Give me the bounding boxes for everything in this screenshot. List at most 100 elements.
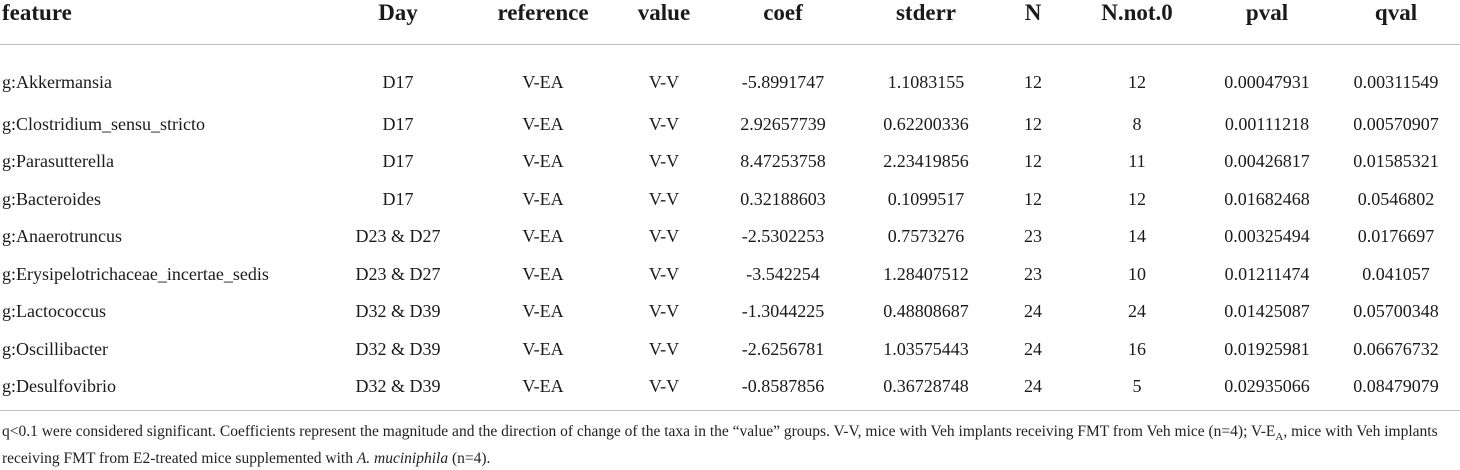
- cell-n-not-0: 12: [1128, 72, 1146, 92]
- cell-reference: V-EA: [522, 72, 564, 92]
- cell-n-not-0: 24: [1128, 301, 1146, 322]
- cell-day: D17: [382, 72, 414, 92]
- cell-stderr: 0.48808687: [883, 301, 969, 322]
- cell-reference: V-EA: [522, 113, 564, 134]
- cell-value: V-V: [648, 113, 680, 134]
- table-header: feature Day reference value coef stderr …: [0, 0, 1460, 45]
- cell-n-not-0: 14: [1128, 226, 1146, 247]
- cell-pval: 0.00426817: [1224, 151, 1310, 172]
- cell-stderr: 2.23419856: [883, 151, 969, 172]
- cell-stderr: 1.03575443: [883, 338, 969, 359]
- cell-n-not-0: 5: [1132, 376, 1142, 397]
- cell-reference: V-EA: [522, 301, 564, 322]
- header-stderr: stderr: [858, 0, 994, 45]
- cell-n: 12: [1024, 188, 1042, 209]
- cell-value: V-V: [648, 263, 680, 284]
- table-row: g:Erysipelotrichaceae_incertae_sedis D23 …: [0, 255, 1460, 293]
- cell-coef: -2.5302253: [741, 226, 825, 247]
- footnote-species-italic: A. muciniphila: [356, 450, 449, 468]
- cell-n-not-0: 16: [1128, 338, 1146, 359]
- table-row: g:Anaerotruncus D23 & D27 V-EA V-V -2.530225…: [0, 218, 1460, 256]
- header-coef: coef: [708, 0, 858, 45]
- cell-qval: 0.06676732: [1353, 338, 1439, 359]
- cell-coef: 0.32188603: [740, 188, 826, 209]
- results-table: feature Day reference value coef stderr …: [0, 0, 1460, 414]
- cell-qval: 0.0546802: [1357, 188, 1435, 209]
- table-body: g:Akkermansia D17 V-EA V-V -5.8991747 1.10831…: [0, 45, 1460, 414]
- header-n-not-0: N.not.0: [1072, 0, 1202, 45]
- table-row: g:Clostridium_sensu_stricto D17 V-EA V-V 2.9…: [0, 105, 1460, 143]
- table-row: g:Oscillibacter D32 & D39 V-EA V-V -2.625678…: [0, 330, 1460, 368]
- cell-stderr: 0.36728748: [883, 376, 969, 397]
- cell-day: D23 & D27: [355, 263, 441, 284]
- cell-value: V-V: [648, 301, 680, 322]
- header-value: value: [620, 0, 708, 45]
- header-qval: qval: [1332, 0, 1460, 45]
- cell-coef: -2.6256781: [741, 338, 825, 359]
- cell-feature: g:Bacteroides: [2, 188, 101, 209]
- cell-n: 23: [1024, 263, 1042, 284]
- footnote-text-2: , mice with Veh implants receiving FMT f…: [2, 423, 1438, 468]
- header-reference: reference: [466, 0, 620, 45]
- table-row: g:Parasutterella D17 V-EA V-V 8.47253758 2.23…: [0, 143, 1460, 181]
- cell-day: D32 & D39: [355, 301, 441, 322]
- cell-qval: 0.00570907: [1353, 113, 1439, 134]
- cell-feature: g:Akkermansia: [2, 72, 112, 92]
- cell-pval: 0.00325494: [1224, 226, 1310, 247]
- cell-coef: -1.3044225: [741, 301, 825, 322]
- cell-n: 24: [1024, 301, 1042, 322]
- cell-qval: 0.00311549: [1353, 72, 1439, 92]
- header-n: N: [994, 0, 1072, 45]
- cell-reference: V-EA: [522, 226, 564, 247]
- cell-day: D17: [382, 151, 414, 172]
- cell-qval: 0.08479079: [1353, 376, 1439, 397]
- cell-qval: 0.05700348: [1353, 301, 1439, 322]
- table-row: g:Desulfovibrio D32 & D39 V-EA V-V -0.858785…: [0, 368, 1460, 414]
- cell-qval: 0.01585321: [1353, 151, 1439, 172]
- cell-feature: g:Oscillibacter: [2, 338, 108, 359]
- header-feature: feature: [0, 0, 330, 45]
- header-row: feature Day reference value coef stderr …: [0, 0, 1460, 45]
- header-day: Day: [330, 0, 466, 45]
- cell-coef: 2.92657739: [740, 113, 826, 134]
- cell-value: V-V: [648, 188, 680, 209]
- cell-value: V-V: [648, 226, 680, 247]
- cell-feature: g:Desulfovibrio: [2, 376, 116, 397]
- cell-pval: 0.00111218: [1224, 113, 1310, 134]
- cell-reference: V-EA: [522, 151, 564, 172]
- cell-stderr: 1.1083155: [887, 72, 965, 92]
- table-bottom-rule: [0, 410, 1460, 411]
- cell-n: 24: [1024, 376, 1042, 397]
- cell-coef: -5.8991747: [741, 72, 825, 92]
- cell-stderr: 1.28407512: [883, 263, 969, 284]
- cell-value: V-V: [648, 338, 680, 359]
- cell-n: 24: [1024, 338, 1042, 359]
- footnote-text-3: (n=4).: [448, 450, 491, 468]
- cell-value: V-V: [648, 376, 680, 397]
- cell-day: D32 & D39: [355, 376, 441, 397]
- table-footnote: q<0.1 were considered significant. Coeff…: [2, 421, 1460, 470]
- cell-pval: 0.00047931: [1224, 72, 1310, 92]
- cell-n-not-0: 8: [1132, 113, 1142, 134]
- cell-coef: -3.542254: [746, 263, 820, 284]
- table-row: g:Bacteroides D17 V-EA V-V 0.32188603 0.10995…: [0, 180, 1460, 218]
- header-pval: pval: [1202, 0, 1332, 45]
- cell-day: D23 & D27: [355, 226, 441, 247]
- cell-n: 23: [1024, 226, 1042, 247]
- cell-coef: -0.8587856: [741, 376, 825, 397]
- table-row: g:Lactococcus D32 & D39 V-EA V-V -1.3044225 0…: [0, 293, 1460, 331]
- cell-pval: 0.01425087: [1224, 301, 1310, 322]
- cell-stderr: 0.62200336: [883, 113, 969, 134]
- table-row: g:Akkermansia D17 V-EA V-V -5.8991747 1.10831…: [0, 45, 1460, 106]
- cell-n-not-0: 11: [1128, 151, 1146, 172]
- cell-day: D17: [382, 113, 414, 134]
- cell-qval: 0.0176697: [1357, 226, 1435, 247]
- cell-n-not-0: 10: [1128, 263, 1146, 284]
- cell-n: 12: [1024, 113, 1042, 134]
- cell-feature: g:Lactococcus: [2, 301, 106, 322]
- cell-value: V-V: [648, 72, 680, 92]
- cell-reference: V-EA: [522, 263, 564, 284]
- cell-feature: g:Anaerotruncus: [2, 226, 122, 247]
- results-table-container: feature Day reference value coef stderr …: [0, 0, 1460, 414]
- cell-feature: g:Erysipelotrichaceae_incertae_sedis: [2, 263, 269, 284]
